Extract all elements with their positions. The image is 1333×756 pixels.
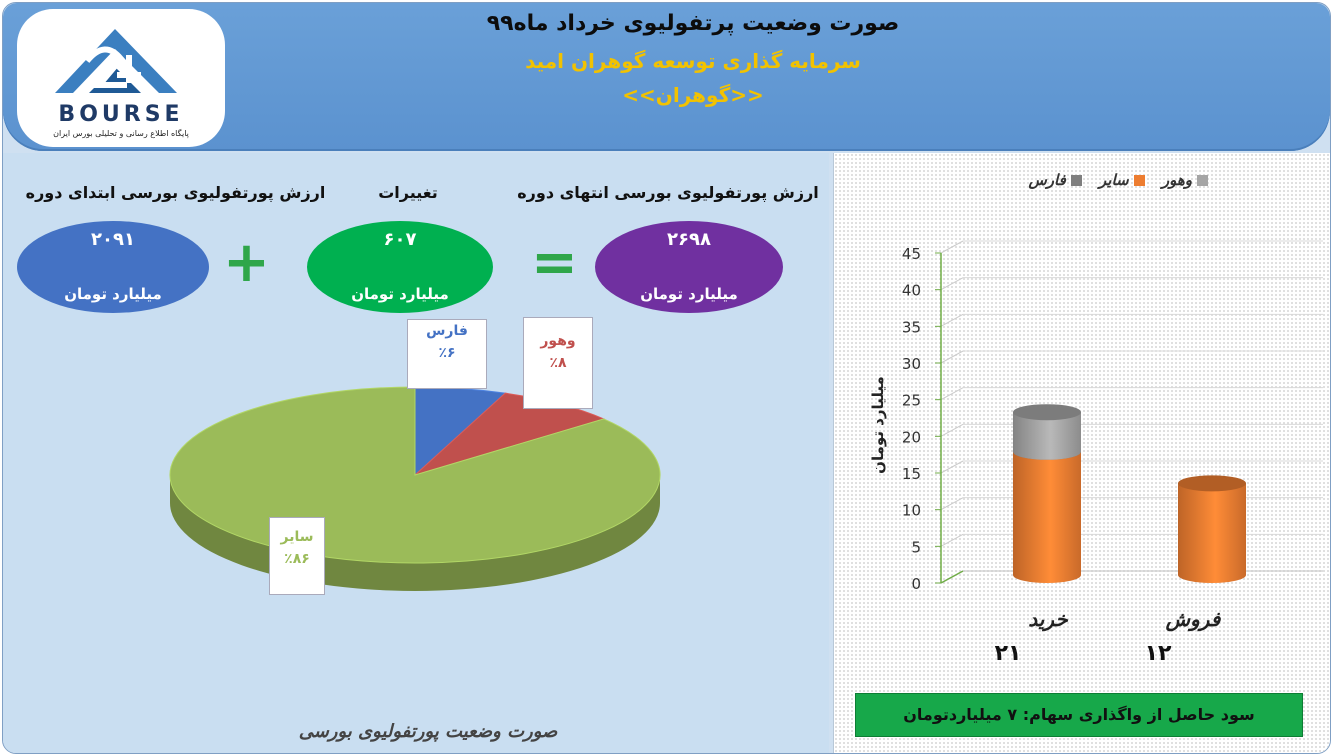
y-tick-label: 35 <box>902 318 921 336</box>
end-value-oval: ۲۶۹۸ میلیارد تومان <box>595 221 783 313</box>
category-label-sell: فروش <box>1165 607 1221 631</box>
gridline-slant <box>940 350 964 364</box>
logo-wordmark: BOURSE <box>58 102 184 127</box>
company-ticker: <<گوهران>> <box>622 83 764 107</box>
y-tick-label: 5 <box>911 538 921 556</box>
bar-cap <box>1013 404 1081 421</box>
y-tick-label: 0 <box>911 575 921 593</box>
pie-label-sayer-name: سایر <box>280 529 314 545</box>
bar-body <box>1013 451 1081 583</box>
bar-وهور-خرید <box>1013 404 1081 460</box>
logo-subtitle: پایگاه اطلاع رسانی و تحلیلی بورس ایران <box>53 129 189 138</box>
start-label: ارزش پورتفولیوی بورسی ابتدای دوره <box>25 183 326 202</box>
end-value: ۲۶۹۸ <box>667 229 711 250</box>
change-value-oval: ۶۰۷ میلیارد تومان <box>307 221 493 313</box>
equals-icon: = <box>531 230 578 295</box>
start-value-oval: ۲۰۹۱ میلیارد تومان <box>17 221 209 313</box>
logo-mark-icon <box>55 29 177 93</box>
bar-body <box>1178 483 1246 583</box>
gridline-slant <box>940 240 964 254</box>
gridline-slant <box>940 533 964 547</box>
bar-body <box>1013 412 1081 460</box>
bar-سایر-خرید <box>1013 443 1081 583</box>
legend-label-fars: فارس <box>1028 171 1066 189</box>
pie-label-fars-value: ٪۶ <box>438 345 456 361</box>
pie-label-vahor: وهور ٪۸ <box>523 317 593 409</box>
gridline-slant <box>940 460 964 474</box>
legend-item-fars: فارس <box>1028 171 1082 189</box>
category-label-buy: خرید <box>1028 607 1068 631</box>
company-name: سرمایه گذاری توسعه گوهران امید <box>525 49 861 73</box>
pie-label-fars-name: فارس <box>426 323 468 339</box>
legend-swatch-fars <box>1070 175 1082 186</box>
gridline-slant <box>940 497 964 511</box>
right-panel <box>833 153 1330 753</box>
page-title: صورت وضعیت پرتفولیوی خرداد ماه۹۹ <box>486 11 900 36</box>
bar-legend: وهور سایر فارس <box>968 171 1208 189</box>
pie-label-sayer: سایر ٪۸۶ <box>269 517 325 595</box>
y-tick-label: 10 <box>902 502 921 520</box>
legend-swatch-vahor <box>1197 175 1208 186</box>
legend-item-vahor: وهور <box>1162 171 1208 189</box>
gridline-slant <box>940 277 964 291</box>
start-value: ۲۰۹۱ <box>91 229 135 250</box>
y-tick-label: 25 <box>902 392 921 410</box>
profit-note: سود حاصل از واگذاری سهام: ۷ میلیاردتومان <box>855 693 1303 737</box>
pie-caption: صورت وضعیت پورتفولیوی بورسی <box>298 721 558 742</box>
gridline-slant <box>940 313 964 327</box>
category-total-buy: ۲۱ <box>994 641 1022 666</box>
legend-item-sayer: سایر <box>1099 171 1145 189</box>
change-unit: میلیارد تومان <box>351 285 449 303</box>
bar-cap <box>1178 475 1246 492</box>
gridline-slant <box>940 387 964 401</box>
y-tick-label: 30 <box>902 355 921 373</box>
pie-label-sayer-value: ٪۸۶ <box>284 551 310 567</box>
plus-icon: + <box>223 230 270 295</box>
trade-bar-chart: 0 5 10 15 20 25 30 35 40 45 <box>902 240 1323 593</box>
category-total-sell: ۱۲ <box>1144 641 1172 666</box>
y-tick-label: 20 <box>902 428 921 446</box>
pie-label-vahor-value: ٪۸ <box>549 355 567 371</box>
y-tick-label: 40 <box>902 282 921 300</box>
gridline-slant <box>940 423 964 437</box>
bourse-logo: BOURSE پایگاه اطلاع رسانی و تحلیلی بورس … <box>17 9 225 147</box>
legend-swatch-sayer <box>1133 175 1145 186</box>
y-tick-label: 15 <box>902 465 921 483</box>
legend-label-sayer: سایر <box>1099 171 1129 189</box>
end-unit: میلیارد تومان <box>640 285 738 303</box>
end-label: ارزش پورتفولیوی بورسی انتهای دوره <box>517 183 819 202</box>
portfolio-pie-chart <box>169 386 661 591</box>
pie-label-fars: فارس ٪۶ <box>407 319 487 389</box>
y-tick-label: 45 <box>902 245 921 263</box>
pie-label-vahor-name: وهور <box>540 333 576 349</box>
legend-label-vahor: وهور <box>1161 171 1192 189</box>
bar-سایر-فروش <box>1178 475 1246 583</box>
change-value: ۶۰۷ <box>383 229 417 250</box>
change-label: تغییرات <box>378 183 438 202</box>
bar-y-axis-label: میلیارد تومان <box>869 376 887 474</box>
start-unit: میلیارد تومان <box>64 285 162 303</box>
floor-edge <box>940 570 964 584</box>
